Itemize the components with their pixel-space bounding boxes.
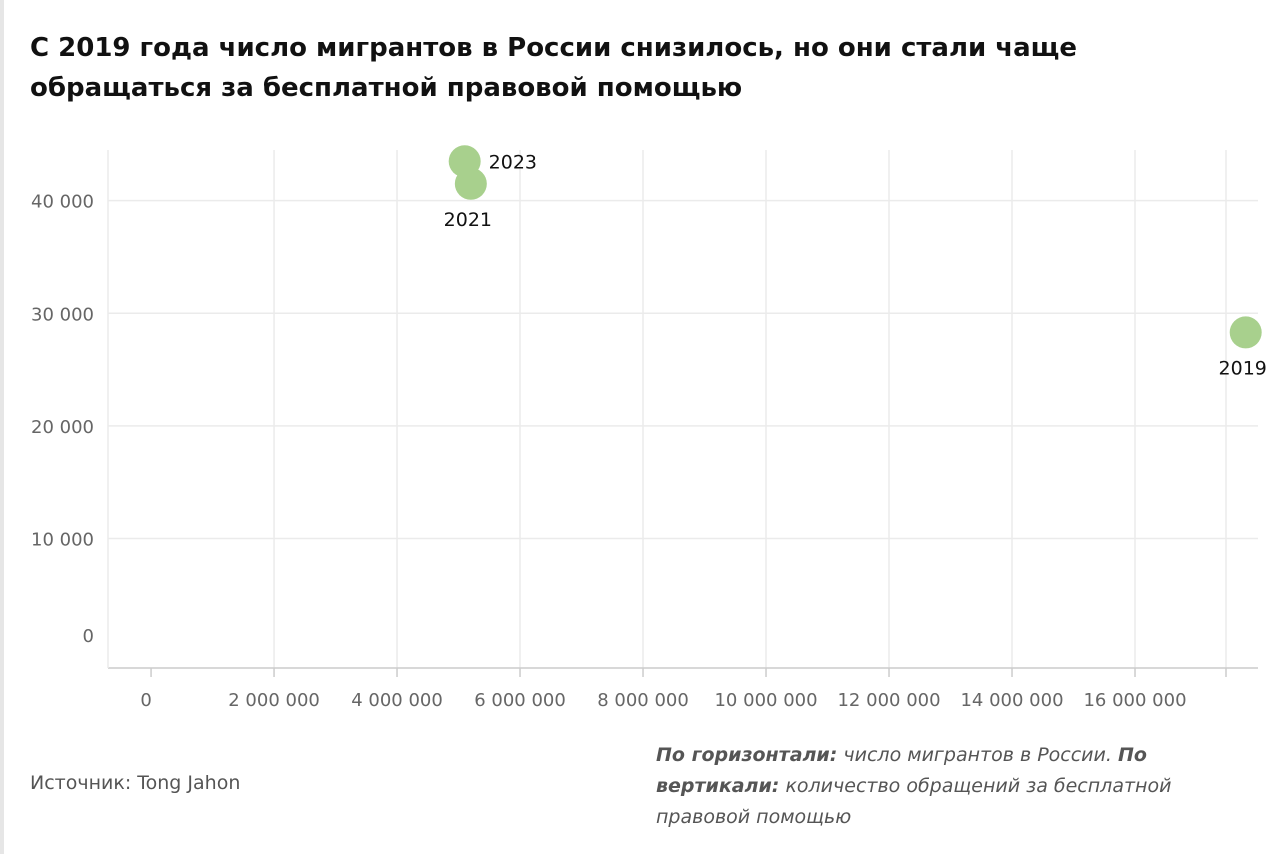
left-divider <box>0 0 4 854</box>
x-axis-note-prefix: По горизонтали: <box>656 744 838 766</box>
y-axis-note-text: количество обращений за бесплатной право… <box>656 775 1172 828</box>
y-axis-ticks: 0 10 000 20 000 30 000 40 000 <box>31 192 94 647</box>
data-label-2023: 2023 <box>489 151 537 173</box>
y-tick-label: 20 000 <box>31 417 94 438</box>
x-tick-label: 16 000 000 <box>1083 690 1186 711</box>
x-axis-note-text: число мигрантов в России. <box>843 744 1112 766</box>
y-tick-label: 10 000 <box>31 530 94 551</box>
x-tick-label: 6 000 000 <box>474 690 566 711</box>
y-axis-note-prefix: По вертикали: <box>656 744 1147 797</box>
x-tick-label: 0 <box>140 690 151 711</box>
data-point-2019 <box>1229 316 1262 349</box>
data-points <box>448 145 1262 349</box>
data-label-2021: 2021 <box>444 209 492 231</box>
source-note: Источник: Tong Jahon <box>30 772 241 794</box>
x-tick-label: 10 000 000 <box>714 690 817 711</box>
y-tick-label: 0 <box>83 626 94 647</box>
y-tick-label: 30 000 <box>31 304 94 325</box>
x-tick-label: 14 000 000 <box>960 690 1063 711</box>
x-tick-label: 2 000 000 <box>228 690 320 711</box>
axis-description: По горизонтали: число мигрантов в России… <box>656 740 1236 833</box>
axes <box>107 150 1258 677</box>
x-tick-label: 12 000 000 <box>837 690 940 711</box>
data-point-2023 <box>448 145 481 178</box>
chart-title: С 2019 года число мигрантов в России сни… <box>30 33 1078 103</box>
y-tick-label: 40 000 <box>31 192 94 213</box>
point-labels: 2019 2021 2023 <box>444 151 1267 379</box>
grid-lines <box>108 150 1258 668</box>
data-label-2019: 2019 <box>1219 357 1267 379</box>
x-axis-ticks: 0 2 000 000 4 000 000 6 000 000 8 000 000 10 … <box>140 690 1186 711</box>
x-tick-label: 8 000 000 <box>597 690 689 711</box>
x-tick-label: 4 000 000 <box>351 690 443 711</box>
